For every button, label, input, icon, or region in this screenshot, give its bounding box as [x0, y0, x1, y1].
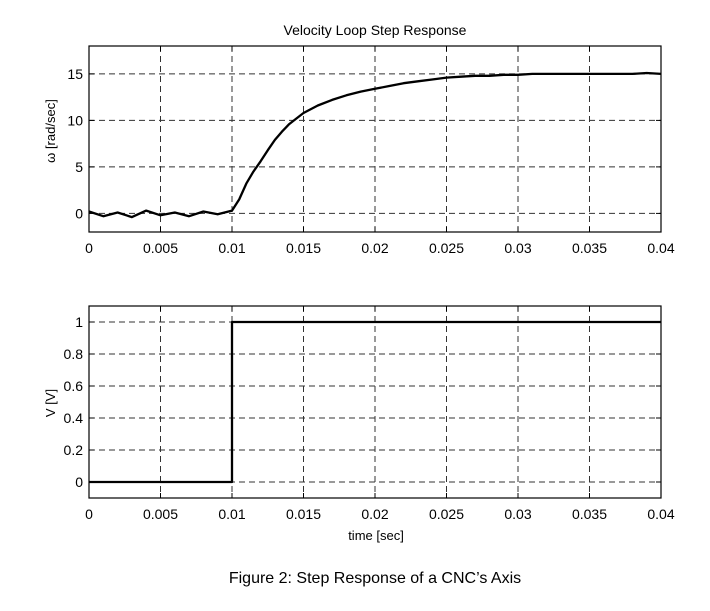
bottom-ytick-label: 0.2	[64, 442, 84, 458]
figure-caption: Figure 2: Step Response of a CNC’s Axis	[229, 570, 521, 587]
top-xtick-label: 0.04	[647, 240, 674, 256]
bottom-ytick-label: 0.4	[64, 410, 84, 426]
bottom-xtick-label: 0.04	[647, 506, 674, 522]
top-chart-ylabel: ω [rad/sec]	[43, 99, 58, 163]
top-xtick-label: 0.01	[218, 240, 245, 256]
bottom-xtick-label: 0.01	[218, 506, 245, 522]
bottom-ytick-label: 0.6	[64, 378, 84, 394]
bottom-xtick-label: 0.035	[572, 506, 607, 522]
top-ytick-label: 5	[75, 159, 83, 175]
bottom-xtick-label: 0.015	[286, 506, 321, 522]
bottom-chart-xlabel: time [sec]	[348, 528, 404, 543]
top-xtick-label: 0.025	[429, 240, 464, 256]
bottom-xtick-label: 0.02	[361, 506, 388, 522]
bottom-xtick-label: 0	[85, 506, 93, 522]
top-xtick-label: 0.015	[286, 240, 321, 256]
bottom-ytick-label: 1	[75, 314, 83, 330]
top-ytick-label: 10	[67, 112, 83, 128]
bottom-xtick-label: 0.03	[504, 506, 531, 522]
top-xtick-label: 0.03	[504, 240, 531, 256]
bottom-ytick-label: 0.8	[64, 346, 84, 362]
top-chart-title: Velocity Loop Step Response	[284, 22, 467, 38]
bottom-xtick-label: 0.005	[143, 506, 178, 522]
top-xtick-label: 0	[85, 240, 93, 256]
bottom-chart-ylabel: V [V]	[43, 389, 58, 417]
top-xtick-label: 0.035	[572, 240, 607, 256]
top-xtick-label: 0.005	[143, 240, 178, 256]
top-ytick-label: 15	[67, 66, 83, 82]
top-ytick-label: 0	[75, 205, 83, 221]
top-series-line	[88, 71, 662, 219]
bottom-ytick-label: 0	[75, 474, 83, 490]
top-xtick-label: 0.02	[361, 240, 388, 256]
bottom-xtick-label: 0.025	[429, 506, 464, 522]
bottom-series-line	[89, 320, 661, 484]
